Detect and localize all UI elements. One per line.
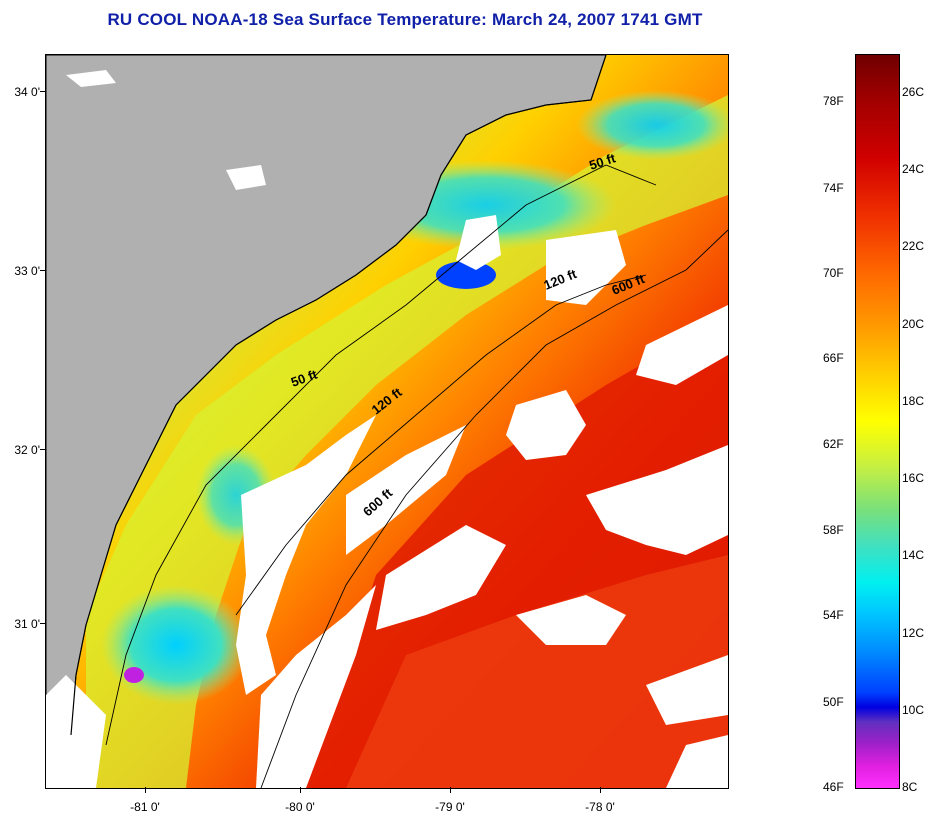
cloud-mask	[256, 585, 376, 788]
cloud-mask	[586, 445, 728, 555]
colorbar-label-f: 54F	[823, 608, 844, 622]
cloud-mask	[346, 425, 466, 555]
axis-tick	[145, 787, 146, 793]
cloud-mask	[46, 675, 106, 788]
colorbar-label-c: 26C	[902, 85, 925, 99]
cold-spot	[436, 261, 496, 289]
cloud-mask	[456, 215, 501, 270]
lat-label: 31 0'	[14, 617, 40, 631]
colorbar-label-c: 12C	[902, 626, 925, 640]
cloud-mask	[546, 230, 626, 305]
isobath-120ft	[235, 274, 647, 616]
colorbar-label-c: 8C	[902, 780, 918, 794]
colorbar-label-f: 70F	[823, 266, 844, 280]
colorbar-label-c: 24C	[902, 162, 925, 176]
cloud-mask	[506, 390, 586, 460]
colorbar-label-f: 78F	[823, 94, 844, 108]
cool-coastal-water	[576, 90, 728, 160]
temperature-colorbar	[855, 54, 900, 789]
colorbar-label-f: 46F	[823, 780, 844, 794]
lat-label: 34 0'	[14, 85, 40, 99]
cool-coastal-water	[101, 585, 251, 705]
colorbar-label-f: 50F	[823, 695, 844, 709]
colorbar-label-f: 66F	[823, 351, 844, 365]
cloud-mask	[236, 415, 376, 695]
cloud-mask	[66, 70, 116, 87]
sst-map-canvas: 50 ft 120 ft 600 ft 50 ft 120 ft 600 ft	[46, 55, 728, 788]
isobath-600ft	[260, 229, 728, 788]
lon-label: -79 0'	[435, 800, 465, 814]
cloud-mask	[646, 655, 728, 725]
colorbar-label-c: 14C	[902, 548, 925, 562]
axis-tick	[600, 787, 601, 793]
colorbar-label-f: 74F	[823, 181, 844, 195]
sst-map[interactable]: 50 ft 120 ft 600 ft 50 ft 120 ft 600 ft	[45, 54, 729, 789]
cloud-mask	[376, 525, 506, 630]
cloud-mask	[516, 595, 626, 645]
colorbar-label-c: 16C	[902, 471, 925, 485]
isobath-50ft	[105, 164, 657, 746]
colorbar-label-f: 58F	[823, 523, 844, 537]
coastline	[70, 55, 607, 736]
axis-tick	[300, 787, 301, 793]
cloud-mask	[226, 165, 266, 190]
colorbar-label-f: 62F	[823, 437, 844, 451]
lat-label: 32 0'	[14, 443, 40, 457]
cloud-mask	[636, 305, 728, 385]
lon-label: -81 0'	[130, 800, 160, 814]
colorbar-label-c: 20C	[902, 317, 925, 331]
shelf-water	[86, 95, 728, 788]
lon-label: -80 0'	[285, 800, 315, 814]
lat-label: 33 0'	[14, 264, 40, 278]
cloud-mask	[666, 735, 728, 788]
map-title: RU COOL NOAA-18 Sea Surface Temperature:…	[107, 10, 703, 29]
warm-eddy	[346, 555, 728, 788]
axis-tick	[40, 449, 46, 450]
cold-spot	[124, 667, 144, 683]
axis-tick	[40, 270, 46, 271]
colorbar-label-c: 22C	[902, 239, 925, 253]
colorbar-label-c: 10C	[902, 703, 925, 717]
colorbar-label-c: 18C	[902, 394, 925, 408]
lon-label: -78 0'	[585, 800, 615, 814]
axis-tick	[450, 787, 451, 793]
axis-tick	[40, 623, 46, 624]
axis-tick	[40, 91, 46, 92]
